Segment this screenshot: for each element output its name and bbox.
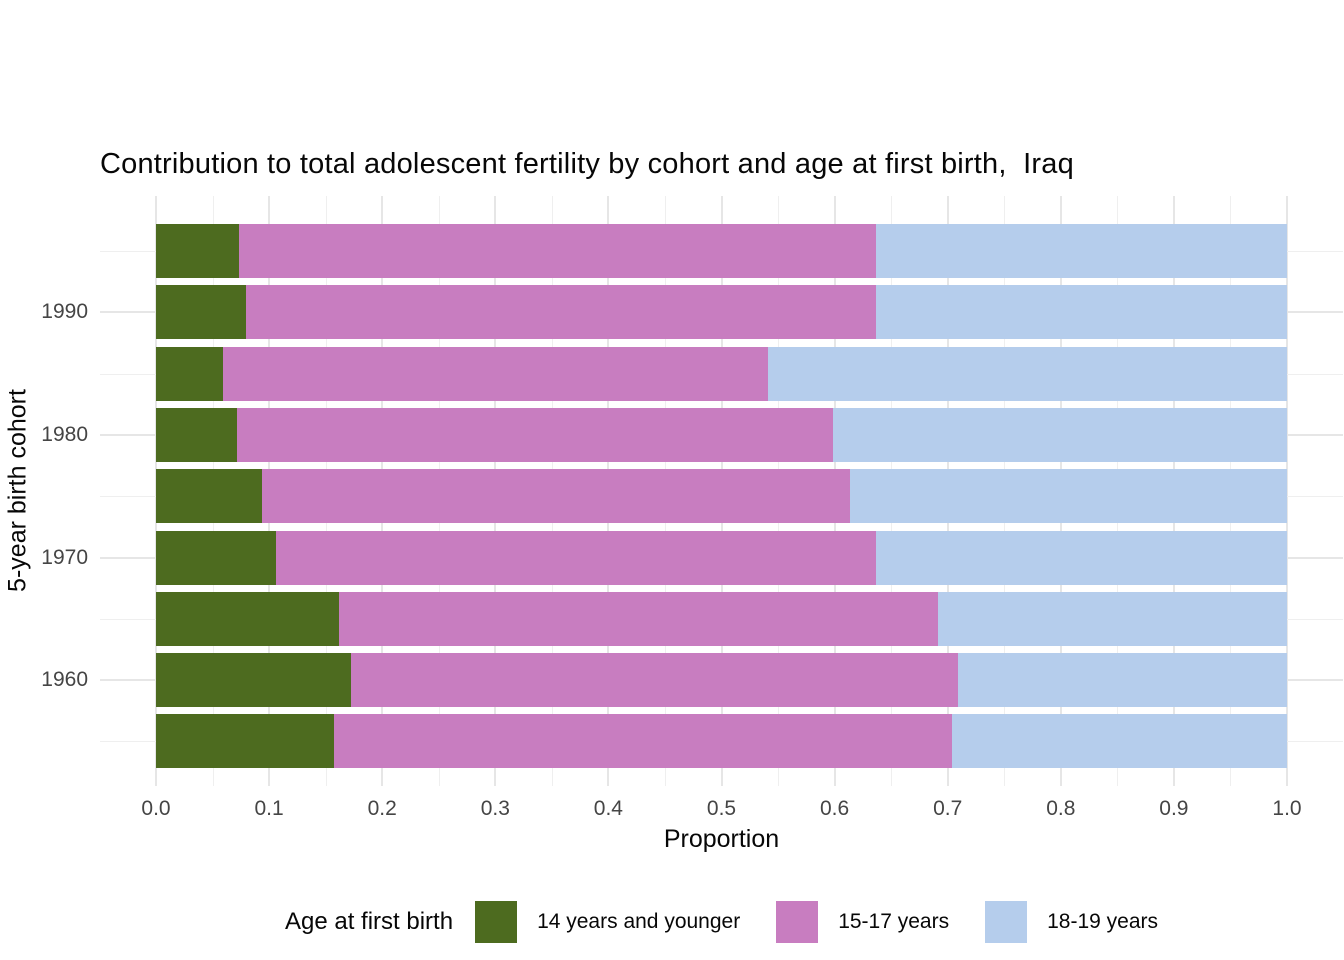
bar-segment [339,591,938,646]
legend-swatch [776,901,819,943]
bar-segment [156,591,340,646]
bar-segment [850,469,1287,524]
x-tick-label: 0.0 [141,797,171,820]
x-tick-label: 0.6 [819,797,850,820]
x-tick-label: 1.0 [1272,797,1302,820]
bar-segment [156,285,247,340]
bar-segment [156,469,263,524]
legend-label: 18-19 years [1047,910,1159,933]
x-tick-label: 0.3 [480,797,510,820]
legend-label: 14 years and younger [537,910,741,933]
bar-segment [262,469,851,524]
bar-segment [238,224,877,278]
x-tick-label: 0.2 [367,797,397,820]
x-tick-label: 0.1 [254,797,284,820]
bar-segment [767,346,1287,401]
bar-segment [876,285,1287,340]
bar-segment [833,407,1287,462]
bar-segment [350,653,958,708]
x-tick-label: 0.7 [933,797,963,820]
y-tick-label: 1960 [41,668,88,692]
legend-swatch [985,901,1028,943]
x-tick-label: 0.5 [706,797,737,820]
y-tick-label: 1980 [41,422,88,446]
gridline-x-major [1286,196,1288,786]
bar-segment [246,285,877,340]
legend-items: 14 years and younger 15-17 years 18-19 yea… [475,901,1158,943]
bar-segment [333,714,953,769]
x-tick-label: 0.9 [1159,797,1189,820]
bar-segment [876,224,1287,278]
bar-segment [156,346,223,401]
bar-segment [957,653,1287,708]
bar-segment [876,530,1287,585]
bar-segment [952,714,1287,769]
x-axis-title: Proportion [663,825,780,853]
x-tick-label: 0.4 [593,797,623,820]
legend-swatch [475,901,518,943]
bar-segment [156,530,276,585]
bar-segment [156,224,239,278]
y-tick-label: 1970 [41,545,88,569]
legend-title: Age at first birth [284,908,454,935]
bar-segment [156,714,334,769]
bar-segment [237,407,834,462]
bar-segment [937,591,1287,646]
bar-segment [275,530,877,585]
bar-segment [156,407,238,462]
bar-segment [156,653,351,708]
y-axis-title: 5-year birth cohort [3,389,32,592]
legend: Age at first birth 14 years and younger 1… [100,899,1343,945]
y-tick-label: 1990 [41,300,88,324]
x-tick-label: 0.8 [1046,797,1076,820]
bar-segment [222,346,768,401]
plot-panel [100,196,1343,786]
legend-label: 15-17 years [838,910,950,933]
chart-title: Contribution to total adolescent fertili… [100,148,1074,180]
